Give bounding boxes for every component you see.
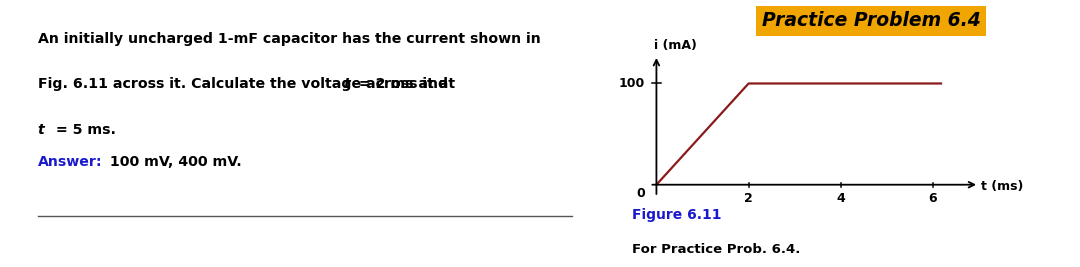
Text: 100 mV, 400 mV.: 100 mV, 400 mV. (106, 155, 242, 169)
Text: t (ms): t (ms) (982, 180, 1024, 193)
Text: Fig. 6.11 across it. Calculate the voltage across it at: Fig. 6.11 across it. Calculate the volta… (38, 77, 460, 91)
Text: Figure 6.11: Figure 6.11 (632, 208, 721, 222)
Text: = 2 ms and: = 2 ms and (354, 77, 448, 91)
Text: = 5 ms.: = 5 ms. (52, 123, 117, 137)
Text: i (mA): i (mA) (654, 39, 697, 52)
Text: 0: 0 (636, 187, 645, 200)
Text: 6: 6 (929, 192, 937, 205)
Text: 2: 2 (744, 192, 753, 205)
Text: For Practice Prob. 6.4.: For Practice Prob. 6.4. (632, 243, 800, 256)
Text: 4: 4 (836, 192, 846, 205)
Text: Practice Problem 6.4: Practice Problem 6.4 (762, 11, 981, 30)
Text: Answer:: Answer: (38, 155, 103, 169)
Text: t: t (38, 123, 44, 137)
Text: An initially uncharged 1-mF capacitor has the current shown in: An initially uncharged 1-mF capacitor ha… (38, 32, 541, 46)
Text: t: t (343, 77, 350, 91)
Text: 100: 100 (619, 77, 645, 90)
